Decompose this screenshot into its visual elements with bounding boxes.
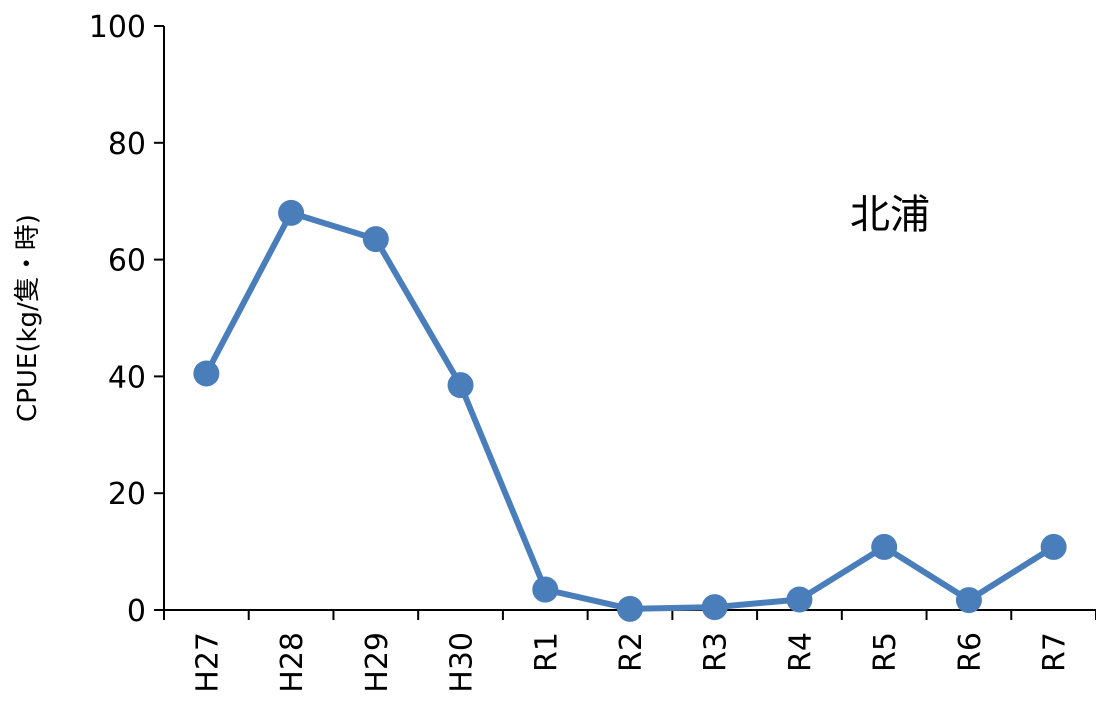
data-point bbox=[278, 199, 305, 226]
x-tick-label: R4 bbox=[783, 632, 818, 672]
x-tick-label: H29 bbox=[360, 632, 395, 693]
data-point bbox=[447, 372, 474, 399]
series-line bbox=[203, 209, 1057, 612]
data-point bbox=[532, 576, 559, 603]
x-tick-label: R2 bbox=[614, 632, 649, 672]
x-tick-label: R5 bbox=[868, 632, 903, 672]
data-point bbox=[955, 587, 982, 614]
x-tick-label: R3 bbox=[699, 632, 734, 672]
x-tick-label: R6 bbox=[953, 632, 988, 672]
data-point bbox=[786, 586, 813, 613]
x-tick-label: R7 bbox=[1038, 632, 1073, 672]
y-tick-label: 0 bbox=[127, 594, 146, 629]
y-axis-ticks: 0 20 40 60 80 100 bbox=[89, 10, 164, 629]
y-tick-label: 40 bbox=[108, 360, 146, 395]
data-point bbox=[362, 226, 389, 253]
y-tick-label: 100 bbox=[89, 10, 146, 45]
y-tick-label: 80 bbox=[108, 127, 146, 162]
data-point bbox=[871, 533, 898, 560]
x-axis-ticks: H27 H28 H29 H30 R1 R2 R3 R4 R5 R6 R7 bbox=[163, 610, 1096, 693]
series-points bbox=[193, 199, 1067, 622]
x-tick-label: H28 bbox=[275, 632, 310, 693]
x-tick-label: H27 bbox=[190, 632, 225, 693]
data-point bbox=[1040, 533, 1067, 560]
y-tick-label: 20 bbox=[108, 477, 146, 512]
chart-annotation: 北浦 bbox=[850, 192, 930, 238]
data-point bbox=[701, 594, 728, 621]
y-axis-label: CPUE(kg/隻・時) bbox=[13, 214, 43, 422]
x-tick-label: R1 bbox=[529, 632, 564, 672]
y-tick-label: 60 bbox=[108, 244, 146, 279]
data-point bbox=[193, 360, 220, 387]
x-tick-label: H30 bbox=[445, 632, 480, 693]
data-point bbox=[617, 595, 643, 622]
